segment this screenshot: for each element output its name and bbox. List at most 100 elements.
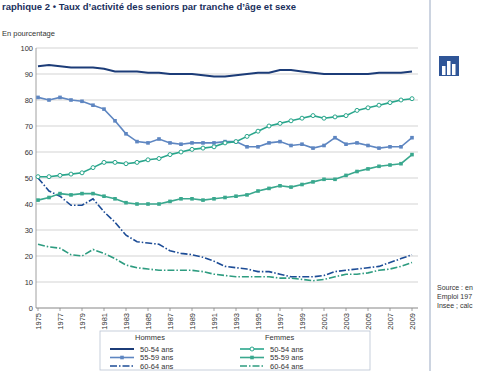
marker [80, 192, 84, 196]
series-line [38, 244, 412, 280]
marker [190, 141, 194, 145]
marker [58, 96, 62, 100]
x-tick-label: 1997 [276, 313, 285, 330]
marker [322, 116, 326, 120]
marker [179, 142, 183, 146]
y-tick-label: 30 [25, 226, 33, 235]
marker [366, 144, 370, 148]
x-axis [36, 308, 418, 309]
grid-line [36, 100, 418, 101]
marker [91, 192, 95, 196]
marker [344, 174, 348, 178]
marker [289, 119, 293, 123]
source: Source : en [437, 284, 473, 291]
marker [355, 141, 359, 145]
marker [399, 145, 403, 149]
x-tick [126, 308, 127, 311]
marker [190, 147, 194, 151]
grid-line [36, 282, 418, 283]
marker [146, 158, 150, 162]
marker [212, 197, 216, 201]
marker [267, 124, 271, 128]
y-tick-label: 60 [25, 148, 33, 157]
marker [234, 140, 238, 144]
x-tick-label: 2009 [408, 313, 417, 330]
grid-line [36, 256, 418, 257]
series-line [38, 97, 412, 148]
legend-label: 60-64 ans [270, 362, 304, 371]
marker [311, 146, 315, 150]
marker [300, 142, 304, 146]
y-tick-label: 10 [25, 278, 33, 287]
x-tick-label: 2003 [342, 313, 351, 330]
icon [439, 56, 459, 76]
marker [179, 150, 183, 154]
x-tick-label: 1983 [122, 313, 131, 330]
marker [289, 185, 293, 189]
marker [201, 198, 205, 202]
marker [333, 136, 337, 140]
marker [223, 141, 227, 145]
legend-swatch [110, 348, 134, 350]
grid-line [36, 308, 418, 309]
title: raphique 2 • Taux d’activité des seniors… [2, 1, 296, 12]
marker [278, 184, 282, 188]
series-line [38, 178, 412, 277]
marker [201, 141, 205, 145]
x-tick [258, 308, 259, 311]
y-axis-label: En pourcentage [2, 29, 55, 38]
legend-swatch [240, 365, 264, 367]
y-tick-label: 70 [25, 122, 33, 131]
marker [388, 163, 392, 167]
x-tick-label: 1985 [144, 313, 153, 330]
marker [333, 115, 337, 119]
marker [124, 162, 128, 166]
marker [168, 153, 172, 157]
x-tick-label: 1993 [232, 313, 241, 330]
grid-line [36, 178, 418, 179]
marker [256, 189, 260, 193]
marker [410, 136, 414, 140]
legend-marker [250, 356, 254, 360]
grid-line [36, 230, 418, 231]
legend-marker [120, 356, 124, 360]
marker [267, 187, 271, 191]
marker [278, 121, 282, 125]
marker [80, 171, 84, 175]
y-tick-label: 80 [25, 96, 33, 105]
marker [80, 100, 84, 104]
marker [146, 141, 150, 145]
x-tick-label: 1977 [56, 313, 65, 330]
marker [344, 114, 348, 118]
y-tick-label: 20 [25, 252, 33, 261]
marker [278, 140, 282, 144]
marker [267, 141, 271, 145]
grid-line [36, 126, 418, 127]
marker [289, 144, 293, 148]
marker [377, 146, 381, 150]
marker [36, 175, 40, 179]
marker [234, 194, 238, 198]
grid-line [36, 152, 418, 153]
legend: HommesFemmes50-54 ans55-59 ans60-64 ans5… [100, 331, 370, 371]
marker [234, 140, 238, 144]
marker [212, 145, 216, 149]
x-tick [324, 308, 325, 311]
icon-bar [447, 61, 451, 75]
marker [168, 200, 172, 204]
legend-label: 60-64 ans [140, 362, 174, 371]
marker [201, 146, 205, 150]
marker [245, 193, 249, 197]
marker [102, 194, 106, 198]
marker [212, 141, 216, 145]
marker [322, 144, 326, 148]
x-tick-label: 1995 [254, 313, 263, 330]
marker [333, 178, 337, 182]
marker [135, 160, 139, 164]
legend-group-title: Hommes [135, 333, 165, 342]
marker [179, 197, 183, 201]
marker [157, 157, 161, 161]
marker [113, 197, 117, 201]
plot-area [36, 65, 414, 281]
marker [124, 201, 128, 205]
